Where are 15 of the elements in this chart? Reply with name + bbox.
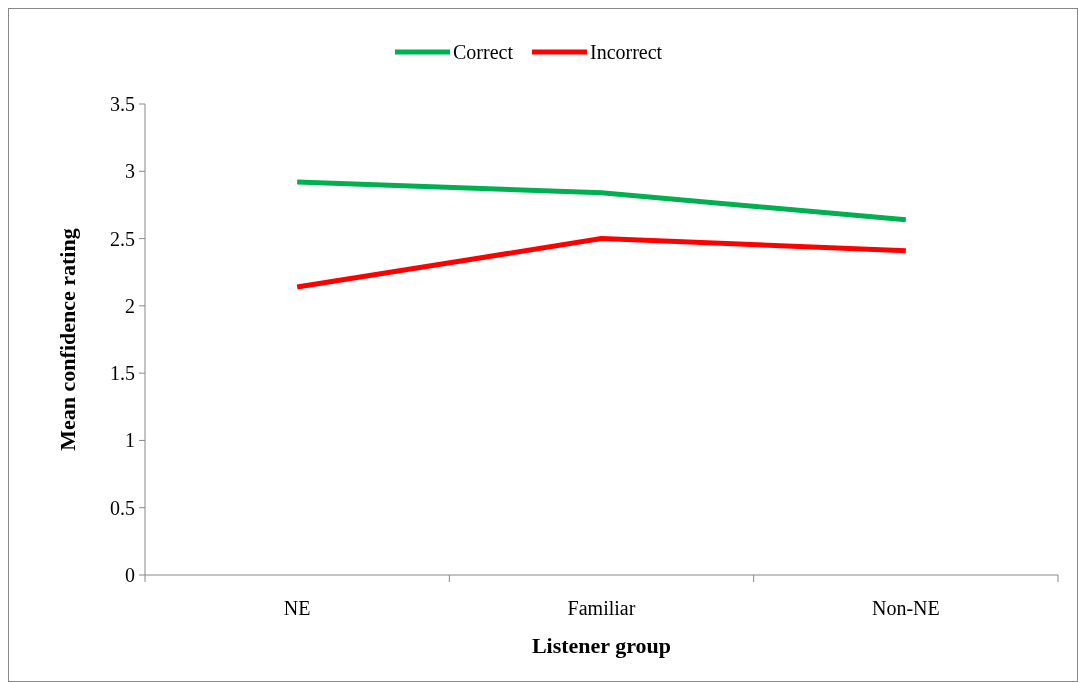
y-axis-title: Mean confidence rating — [55, 228, 80, 451]
y-tick-label: 0.5 — [110, 496, 135, 519]
x-axis-title: Listener group — [531, 633, 672, 658]
y-tick-label: 3.5 — [110, 93, 135, 115]
y-tick-label: 2 — [125, 294, 135, 317]
legend-label: Correct — [453, 41, 514, 63]
y-tick-label: 1.5 — [110, 362, 135, 385]
y-tick-label: 2.5 — [110, 227, 135, 250]
y-tick-label: 1 — [125, 429, 135, 452]
y-tick-label: 3 — [125, 160, 135, 183]
x-tick-label: NE — [283, 597, 311, 619]
legend-label: Incorrect — [590, 41, 663, 63]
y-tick-label: 0 — [125, 564, 135, 586]
x-tick-label: Non-NE — [871, 597, 940, 619]
x-tick-label: Familiar — [567, 597, 636, 619]
